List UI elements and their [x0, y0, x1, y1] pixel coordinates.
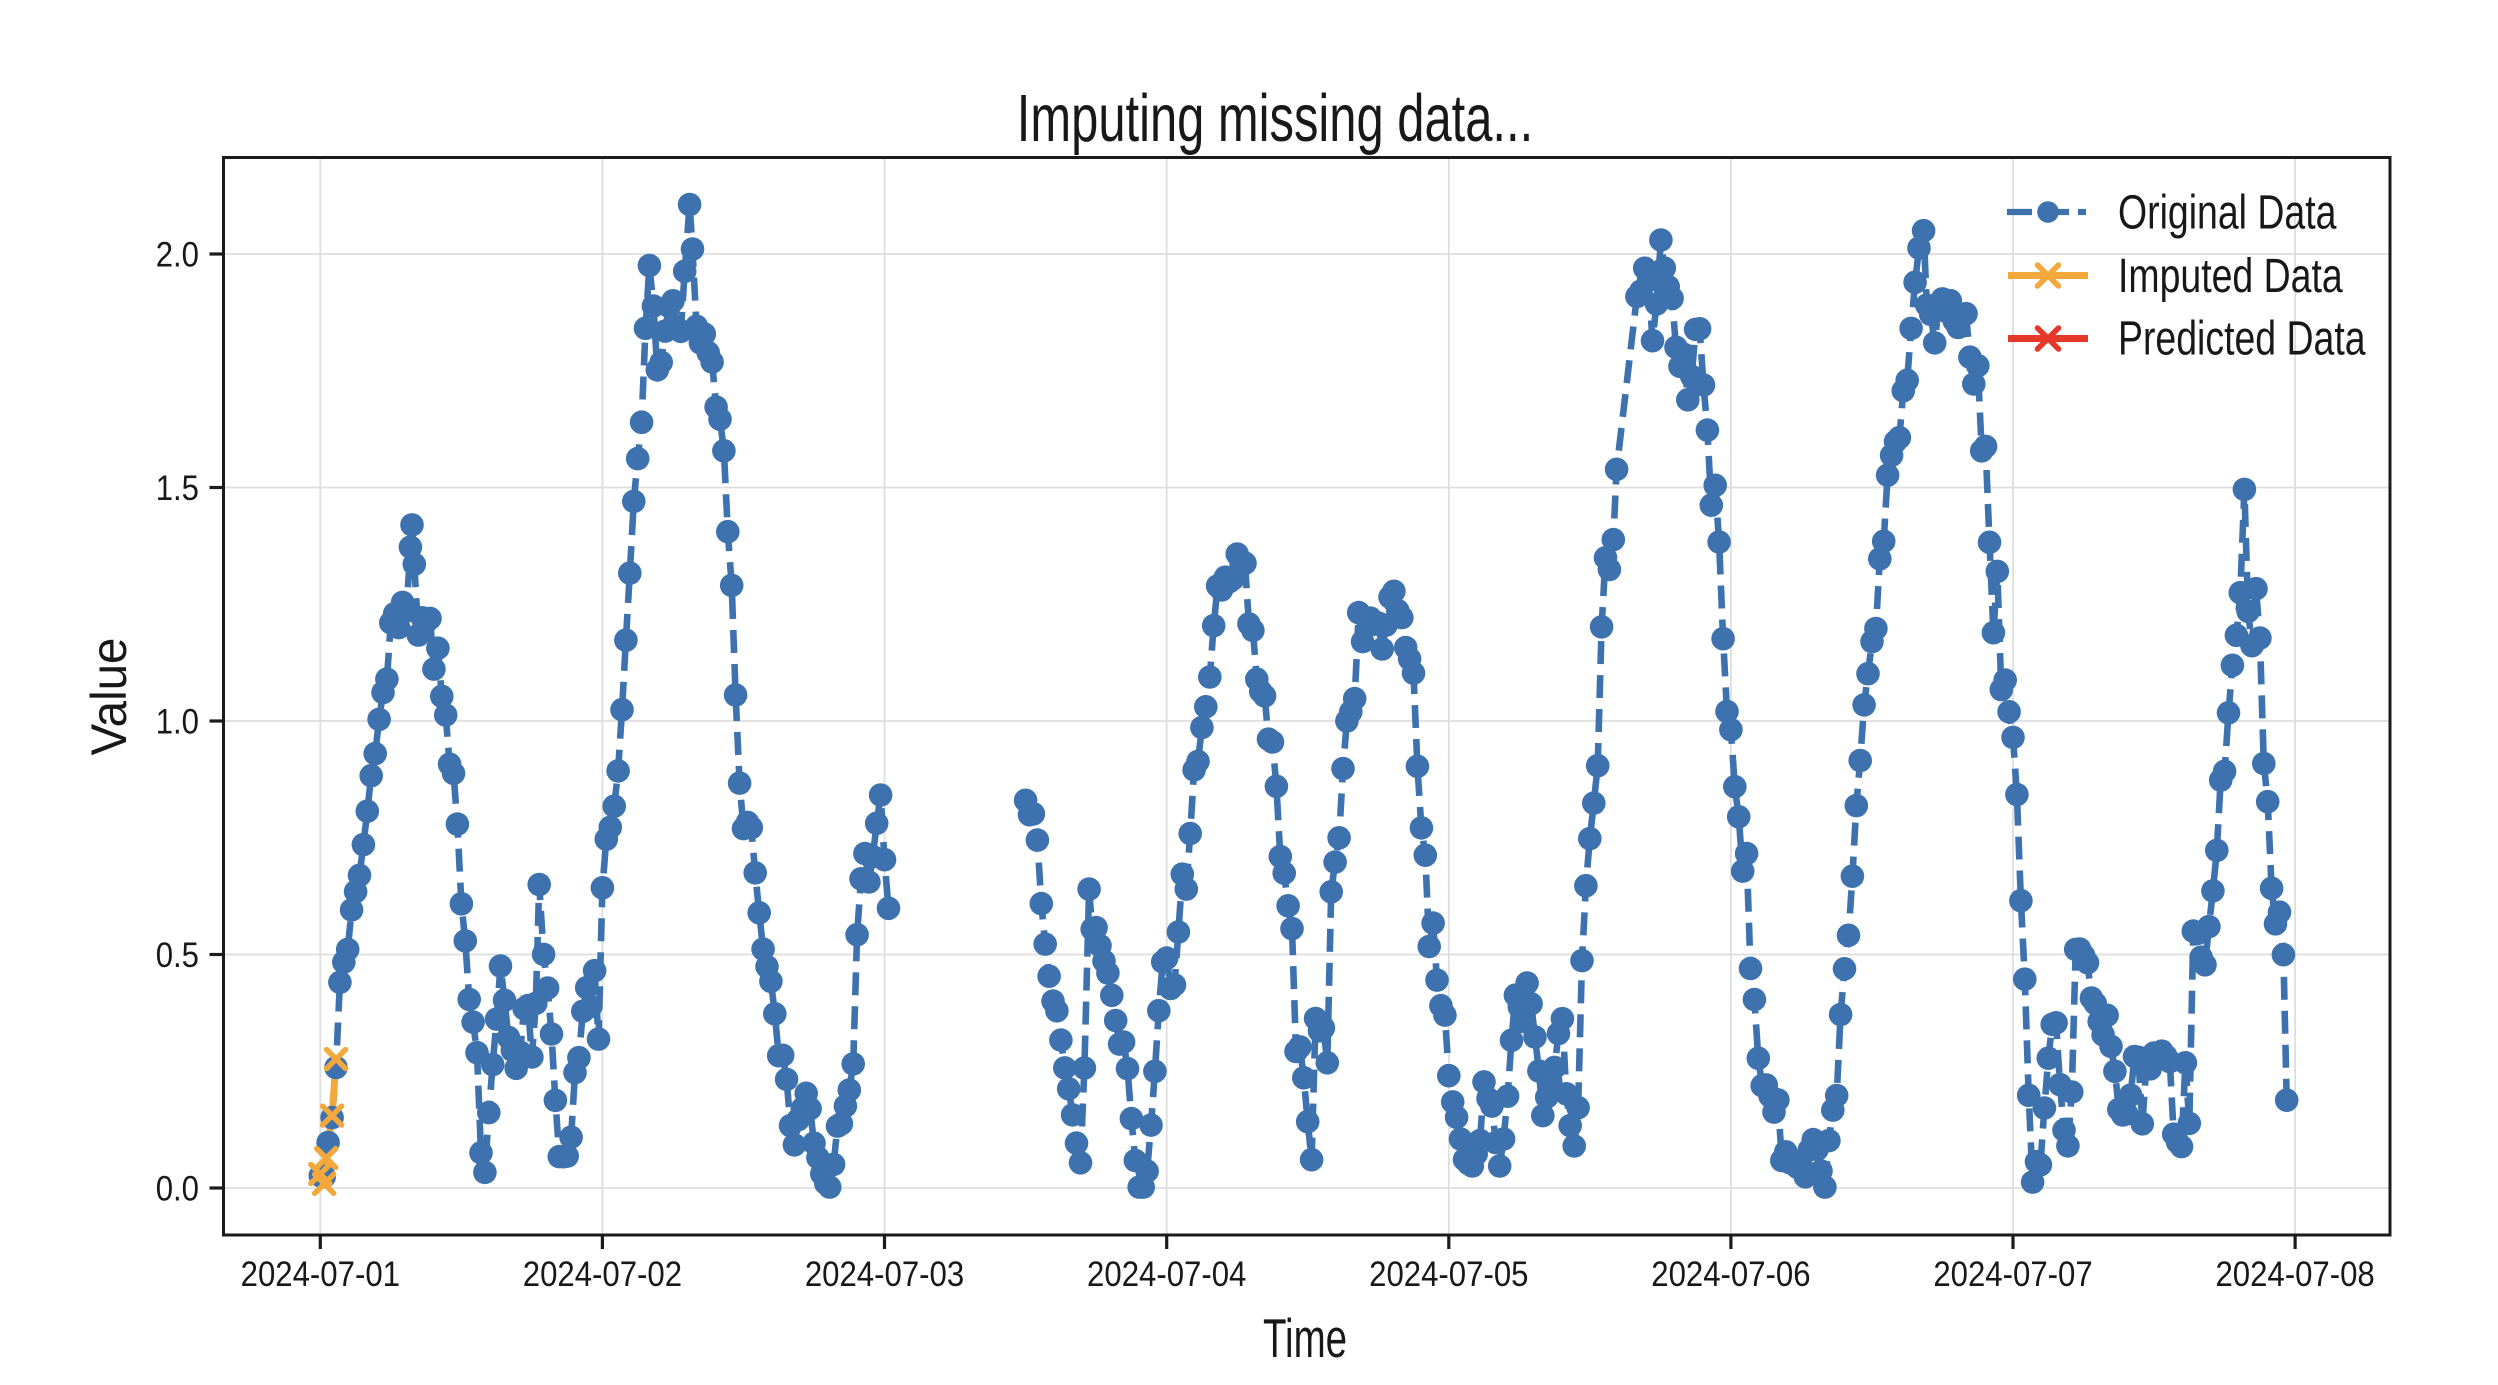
svg-text:2024-07-01: 2024-07-01: [241, 1255, 400, 1294]
svg-text:2024-07-02: 2024-07-02: [523, 1255, 682, 1294]
svg-text:Time: Time: [1263, 1308, 1347, 1369]
svg-text:1.5: 1.5: [156, 469, 199, 508]
svg-text:2.0: 2.0: [156, 236, 199, 275]
svg-text:2024-07-05: 2024-07-05: [1369, 1255, 1528, 1294]
svg-text:2024-07-07: 2024-07-07: [1933, 1255, 2092, 1294]
svg-text:Imputing missing data...: Imputing missing data...: [1017, 82, 1533, 156]
svg-text:Imputed Data: Imputed Data: [2118, 250, 2343, 304]
svg-text:0.5: 0.5: [156, 936, 199, 975]
svg-text:2024-07-03: 2024-07-03: [805, 1255, 964, 1294]
svg-text:1.0: 1.0: [156, 703, 199, 742]
svg-text:0.0: 0.0: [156, 1170, 199, 1209]
svg-text:Predicted Data: Predicted Data: [2118, 312, 2366, 366]
svg-text:Value: Value: [82, 638, 137, 756]
svg-text:2024-07-04: 2024-07-04: [1087, 1255, 1246, 1294]
svg-text:2024-07-08: 2024-07-08: [2215, 1255, 2374, 1294]
svg-text:Original Data: Original Data: [2118, 186, 2336, 240]
svg-text:2024-07-06: 2024-07-06: [1651, 1255, 1810, 1294]
